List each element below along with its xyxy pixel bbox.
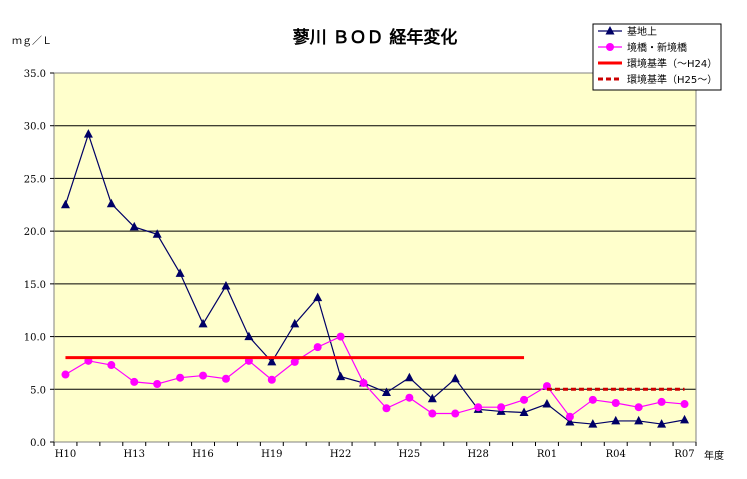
series-line: [64, 132, 685, 425]
data-point-triangle: [519, 407, 529, 416]
legend-label: 境橋・新境橋: [627, 41, 687, 54]
data-point-triangle: [83, 129, 93, 138]
data-point-triangle: [588, 419, 598, 428]
data-point-circle: [405, 393, 414, 402]
y-tick-label: 35.0: [24, 69, 46, 80]
data-point-triangle: [427, 393, 437, 403]
series-line: [65, 335, 685, 418]
legend-marker-triangle: [605, 26, 615, 35]
data-point-triangle: [129, 221, 139, 231]
y-tick-label: 20.0: [24, 227, 46, 238]
y-tick-label: 15.0: [24, 280, 46, 291]
data-point-circle: [313, 343, 322, 352]
data-point-circle: [336, 332, 345, 341]
x-axis-unit: 年度: [704, 449, 724, 462]
data-point-circle: [176, 373, 185, 382]
data-point-circle: [61, 370, 70, 379]
data-point-circle: [588, 395, 597, 404]
data-point-circle: [130, 377, 139, 386]
x-axis: H10 H13 H16 H19 H22 H25 H28 R01 R04 R07: [53, 442, 697, 460]
data-point-triangle: [336, 371, 346, 381]
data-point-circle: [634, 403, 643, 412]
x-tick-label: H10: [55, 449, 76, 460]
data-point-triangle: [404, 372, 414, 382]
x-tick-label: R04: [606, 449, 626, 460]
data-point-circle: [428, 409, 437, 418]
x-tick-label: H16: [192, 449, 213, 460]
chart-title: 蓼川 ＢＯＤ 経年変化: [293, 27, 458, 48]
data-point-circle: [565, 412, 574, 421]
x-tick-label: H22: [330, 449, 351, 460]
data-point-circle: [359, 378, 368, 387]
data-point-circle: [267, 375, 276, 384]
data-point-triangle: [221, 280, 231, 290]
data-point-triangle: [657, 419, 667, 428]
x-tick-label: H19: [261, 449, 282, 460]
data-point-circle: [107, 361, 116, 370]
legend-label: 環境基準（～H24）: [627, 57, 717, 70]
y-tick-label: 10.0: [24, 333, 46, 344]
data-point-triangle: [198, 318, 208, 328]
data-point-circle: [451, 409, 460, 418]
y-axis: 0.0 5.0 10.0 15.0 20.0 25.0 30.0 35.0: [24, 69, 54, 449]
data-point-triangle: [152, 229, 162, 238]
x-tick-label: H28: [467, 449, 488, 460]
data-point-triangle: [611, 415, 621, 425]
data-point-triangle: [290, 318, 300, 328]
data-point-triangle: [313, 292, 323, 302]
data-point-circle: [520, 395, 529, 404]
data-point-triangle: [267, 356, 277, 366]
data-point-triangle: [450, 373, 460, 383]
data-point-triangle: [106, 198, 116, 208]
data-point-triangle: [175, 268, 185, 277]
x-tick-label: R01: [537, 449, 557, 460]
data-point-triangle: [244, 331, 254, 341]
data-point-circle: [382, 404, 391, 413]
data-point-triangle: [60, 199, 70, 209]
series-layer: [60, 129, 690, 428]
data-point-circle: [497, 403, 506, 412]
data-point-circle: [221, 374, 230, 383]
y-tick-label: 0.0: [30, 438, 46, 449]
data-point-triangle: [565, 416, 575, 426]
plot-area: [54, 73, 696, 442]
data-point-triangle: [542, 399, 552, 408]
y-axis-unit: ｍｇ／Ｌ: [12, 35, 52, 47]
x-tick-label: H25: [399, 449, 420, 460]
data-point-circle: [290, 357, 299, 366]
y-tick-label: 30.0: [24, 122, 46, 133]
legend-label: 環境基準（H25～）: [627, 73, 717, 86]
data-point-circle: [680, 400, 689, 409]
data-point-triangle: [381, 387, 391, 396]
data-point-circle: [153, 380, 162, 389]
legend-label: 基地上: [627, 25, 657, 38]
data-point-triangle: [680, 414, 690, 424]
x-tick-label: R07: [674, 449, 694, 460]
data-point-circle: [474, 403, 483, 412]
y-tick-label: 25.0: [24, 174, 46, 185]
data-point-circle: [611, 398, 620, 407]
y-tick-label: 5.0: [30, 385, 46, 396]
data-point-circle: [199, 371, 208, 380]
data-point-circle: [657, 397, 666, 406]
data-point-triangle: [634, 415, 644, 425]
legend-marker-circle: [606, 43, 614, 51]
x-tick-label: H13: [124, 449, 145, 460]
